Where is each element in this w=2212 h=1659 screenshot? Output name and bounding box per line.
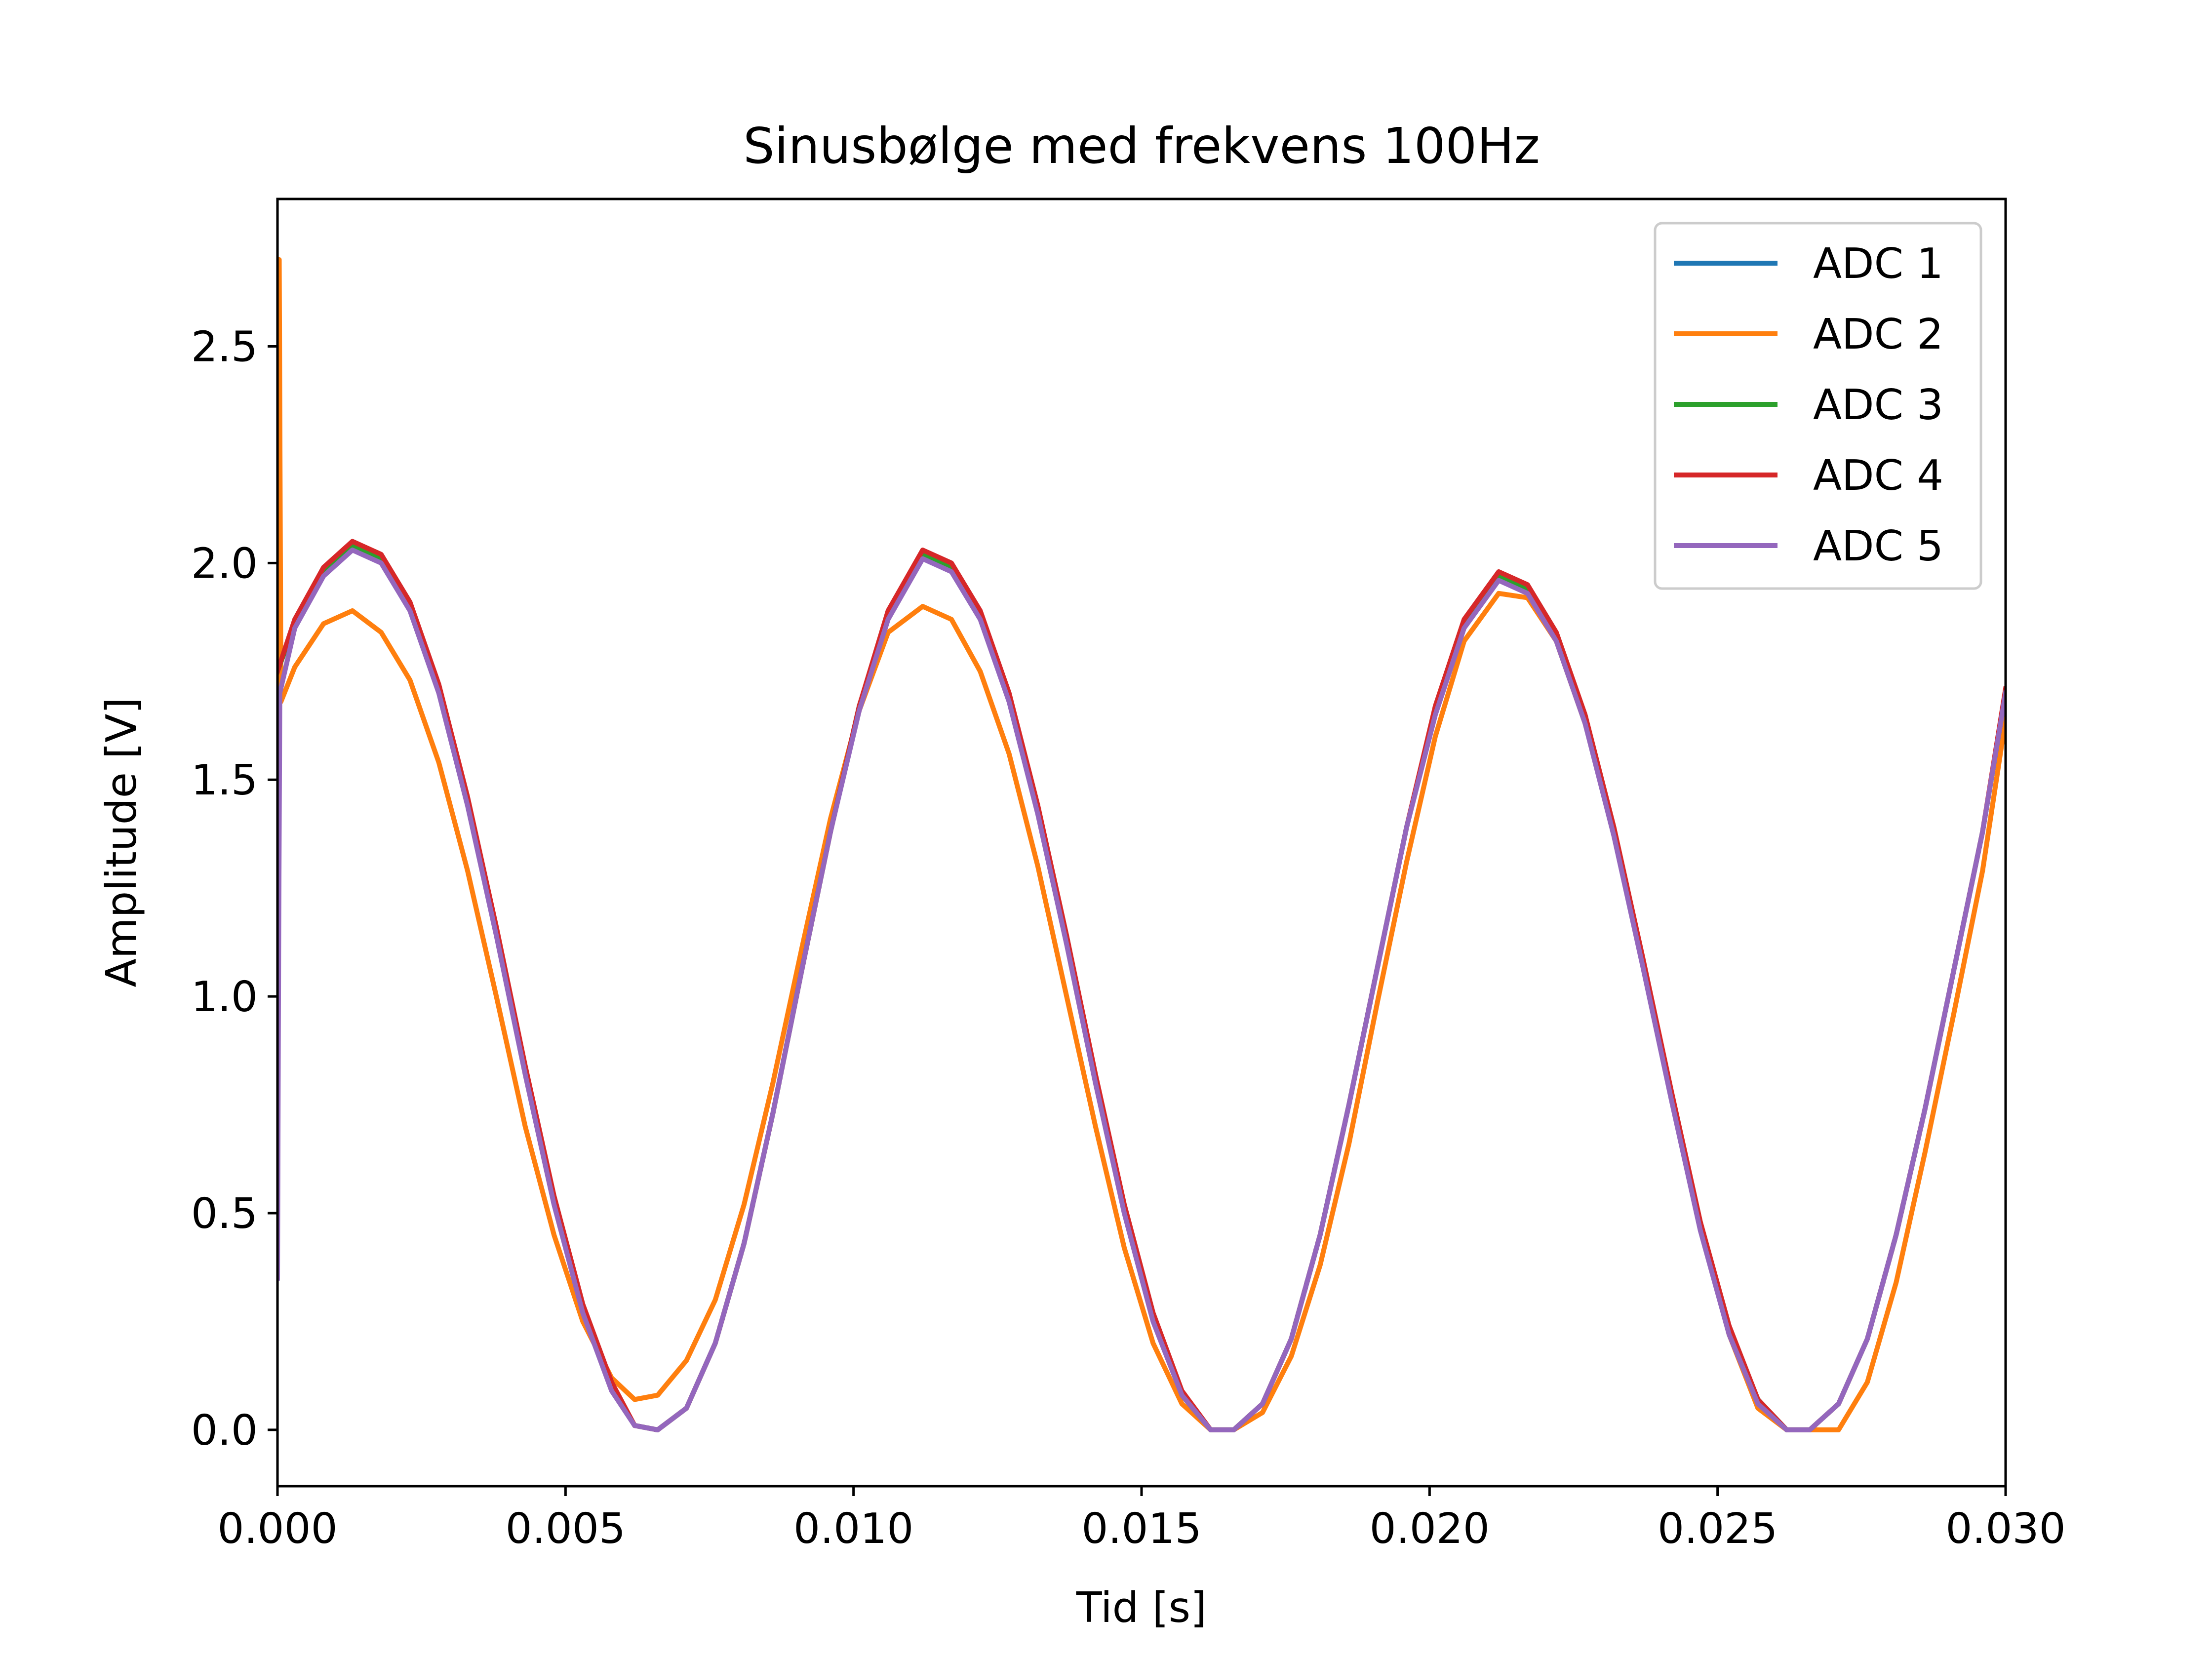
y-axis-label: Amplitude [V] — [97, 697, 146, 987]
x-tick-label: 0.025 — [1658, 1504, 1778, 1553]
y-tick-label: 2.5 — [191, 322, 258, 371]
y-tick-label: 0.0 — [191, 1406, 258, 1455]
x-tick-label: 0.015 — [1081, 1504, 1201, 1553]
legend-label-3: ADC 3 — [1813, 381, 1943, 430]
legend-label-5: ADC 5 — [1813, 522, 1943, 571]
y-axis: 0.0 0.5 1.0 1.5 2.0 2.5 — [191, 322, 277, 1455]
y-tick-label: 1.0 — [191, 973, 258, 1022]
series-line-5 — [277, 548, 2006, 1432]
x-tick-label: 0.010 — [793, 1504, 913, 1553]
x-axis: 0.000 0.005 0.010 0.015 0.020 0.025 0.030 — [217, 1486, 2066, 1553]
x-axis-label: Tid [s] — [1076, 1583, 1207, 1632]
legend-label-4: ADC 4 — [1813, 451, 1943, 500]
y-tick-label: 1.5 — [191, 756, 258, 805]
x-tick-label: 0.020 — [1370, 1504, 1490, 1553]
chart-title: Sinusbølge med frekvens 100Hz — [743, 117, 1540, 175]
legend: ADC 1 ADC 2 ADC 3 ADC 4 ADC 5 — [1654, 222, 1982, 590]
legend-label-2: ADC 2 — [1813, 310, 1943, 359]
y-tick-label: 2.0 — [191, 539, 258, 588]
legend-label-1: ADC 1 — [1813, 239, 1943, 288]
x-tick-label: 0.000 — [217, 1504, 337, 1553]
x-tick-label: 0.005 — [506, 1504, 626, 1553]
series-layer — [277, 257, 2006, 1432]
y-tick-label: 0.5 — [191, 1189, 258, 1238]
legend-frame — [1654, 222, 1982, 590]
x-tick-label: 0.030 — [1945, 1504, 2065, 1553]
